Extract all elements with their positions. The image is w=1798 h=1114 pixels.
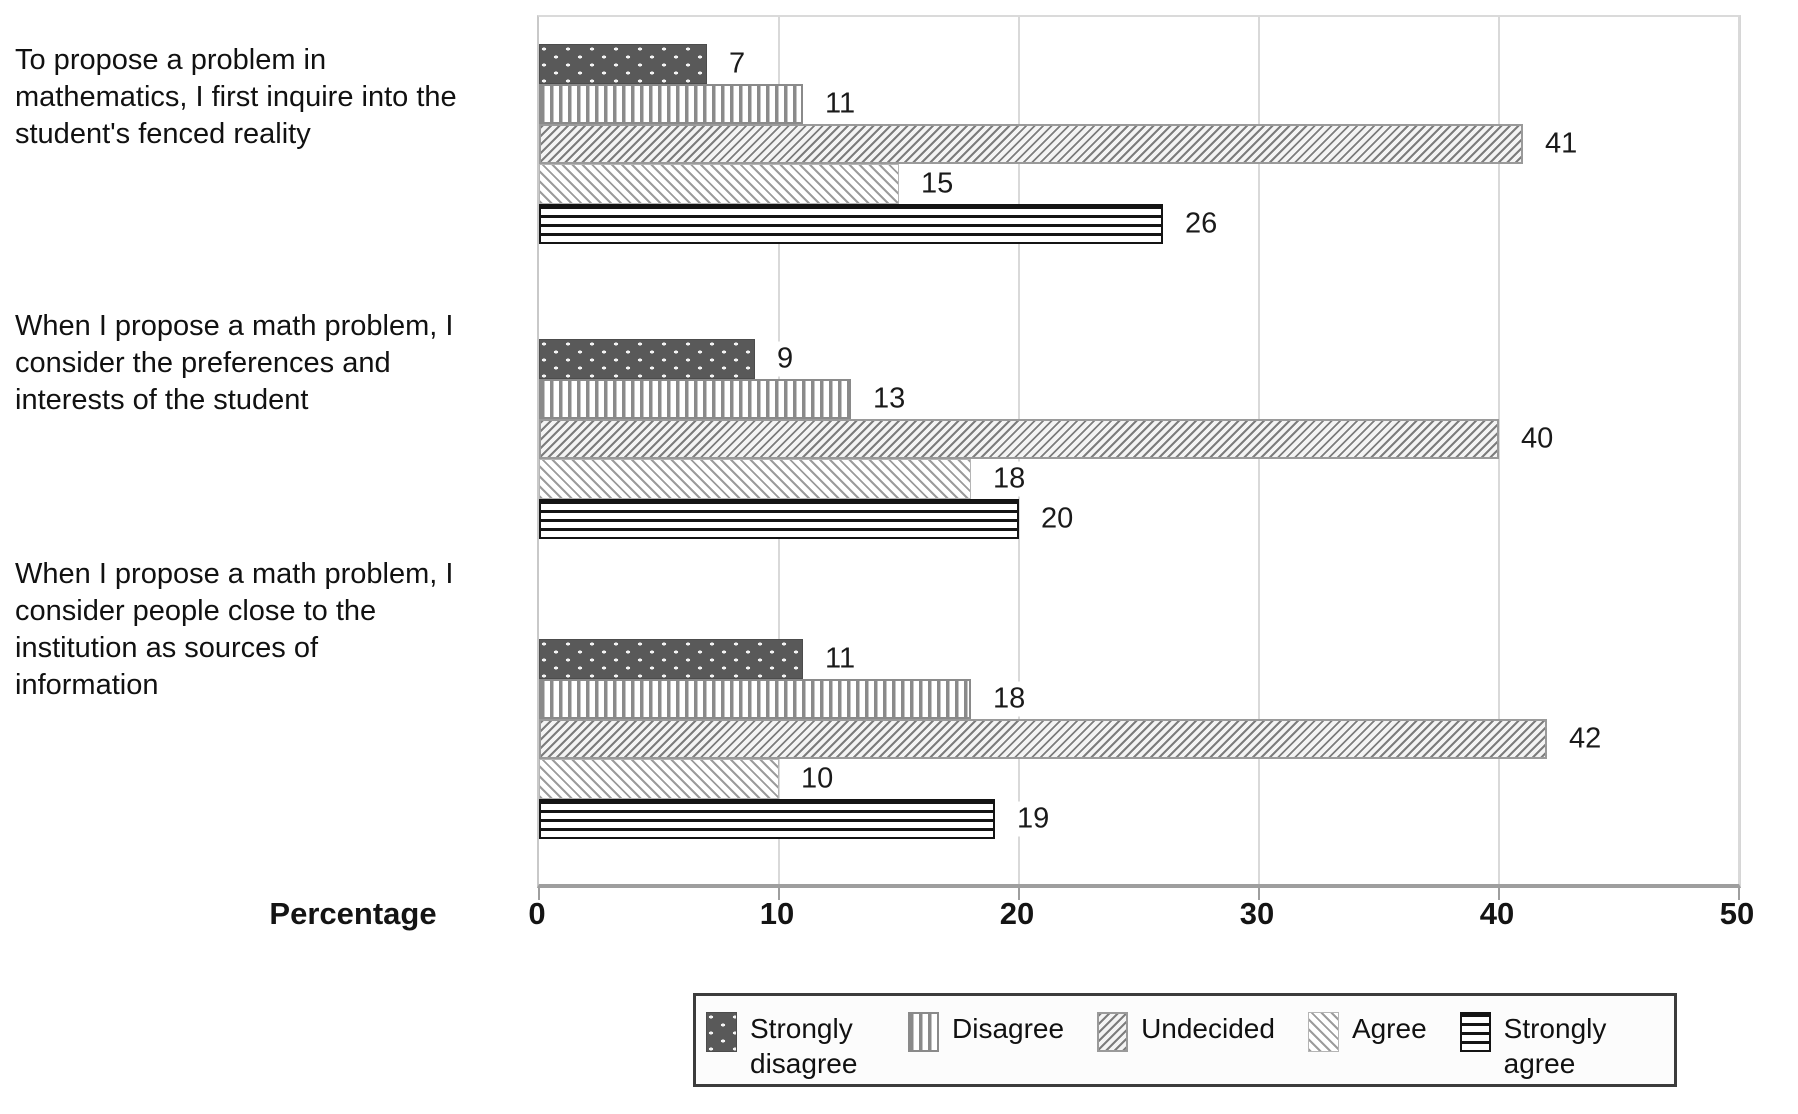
bar-row: 26: [539, 204, 1739, 244]
bar-agree: [539, 164, 899, 204]
bar-disagree: [539, 379, 851, 419]
x-axis-tick-label: 50: [1719, 896, 1755, 931]
value-label: 40: [1511, 421, 1564, 457]
plot-area: 7 11 41 15 26 9 13 40 18 20 11 18 42 10 19: [537, 15, 1741, 900]
legend-item-strongly-disagree: Strongly disagree: [706, 1011, 875, 1081]
legend-swatch-agree-icon: [1307, 1012, 1339, 1052]
bar-row: 15: [539, 164, 1739, 204]
legend-swatch-disagree-icon: [908, 1012, 939, 1052]
bar-row: 10: [539, 759, 1739, 799]
axis-tick-mark: [538, 888, 540, 900]
legend-item-disagree: Disagree: [908, 1011, 1064, 1052]
legend-item-strongly-agree: Strongly agree: [1459, 1011, 1629, 1081]
value-label: 15: [911, 166, 964, 202]
axis-tick-mark: [1738, 888, 1740, 900]
value-label: 7: [719, 46, 756, 82]
bar-row: 11: [539, 84, 1739, 124]
axis-tick-mark: [1258, 888, 1260, 900]
bar-row: 41: [539, 124, 1739, 164]
legend-label: Strongly agree: [1503, 1013, 1607, 1079]
x-axis-tick-label: 20: [999, 896, 1035, 931]
bar-row: 18: [539, 459, 1739, 499]
bar-group-2: 9 13 40 18 20: [539, 339, 1739, 539]
bar-disagree: [539, 84, 803, 124]
bar-row: 18: [539, 679, 1739, 719]
bar-row: 13: [539, 379, 1739, 419]
bar-group-3: 11 18 42 10 19: [539, 639, 1739, 839]
x-axis-tick-label: 0: [528, 896, 546, 931]
category-label-2: When I propose a math problem, I conside…: [15, 310, 454, 416]
legend: Strongly disagree Disagree Undecided Agr…: [693, 993, 1677, 1087]
value-label: 18: [983, 461, 1036, 497]
bar-row: 40: [539, 419, 1739, 459]
value-label: 20: [1031, 501, 1084, 537]
bar-strongly-agree: [539, 799, 995, 839]
value-label: 13: [863, 381, 916, 417]
bar-group-1: 7 11 41 15 26: [539, 44, 1739, 244]
bar-row: 19: [539, 799, 1739, 839]
value-label: 9: [767, 341, 804, 377]
value-label: 11: [815, 641, 866, 677]
legend-label: Undecided: [1141, 1013, 1275, 1044]
bar-row: 7: [539, 44, 1739, 84]
legend-label: Strongly disagree: [750, 1013, 858, 1079]
bar-row: 11: [539, 639, 1739, 679]
bar-row: 42: [539, 719, 1739, 759]
bar-undecided: [539, 719, 1547, 759]
category-label-3: When I propose a math problem, I conside…: [15, 558, 454, 701]
x-axis-tick-label: 10: [759, 896, 795, 931]
bar-undecided: [539, 419, 1499, 459]
legend-item-agree: Agree: [1307, 1011, 1427, 1052]
legend-swatch-strongly-disagree-icon: [706, 1012, 737, 1052]
category-label-1: To propose a problem in mathematics, I f…: [15, 44, 457, 150]
gridline-50: [1738, 17, 1740, 884]
bar-agree: [539, 759, 779, 799]
bar-strongly-agree: [539, 499, 1019, 539]
bar-strongly-disagree: [539, 44, 707, 84]
bar-strongly-agree: [539, 204, 1163, 244]
bar-undecided: [539, 124, 1523, 164]
x-axis-tick-label: 30: [1239, 896, 1275, 931]
bar-disagree: [539, 679, 971, 719]
bar-strongly-disagree: [539, 639, 803, 679]
legend-label: Agree: [1351, 1013, 1427, 1044]
value-label: 11: [815, 86, 866, 122]
value-label: 42: [1559, 721, 1612, 757]
legend-swatch-strongly-agree-icon: [1459, 1012, 1491, 1052]
bar-row: 20: [539, 499, 1739, 539]
value-label: 18: [983, 681, 1036, 717]
legend-item-undecided: Undecided: [1097, 1011, 1275, 1052]
x-axis-title: Percentage: [269, 896, 437, 931]
x-axis-tick-label: 40: [1479, 896, 1515, 931]
value-label: 10: [791, 761, 844, 797]
value-label: 26: [1175, 206, 1228, 242]
value-label: 41: [1535, 126, 1588, 162]
gridline-40: [1498, 17, 1500, 884]
legend-swatch-undecided-icon: [1097, 1012, 1129, 1052]
value-label: 19: [1007, 801, 1060, 837]
x-axis-tick-labels: 0 10 20 30 40 50: [528, 896, 1754, 938]
bar-agree: [539, 459, 971, 499]
legend-label: Disagree: [952, 1013, 1065, 1044]
axis-tick-mark: [1498, 888, 1500, 900]
axis-tick-mark: [1018, 888, 1020, 900]
bar-row: 9: [539, 339, 1739, 379]
axis-tick-mark: [778, 888, 780, 900]
bar-strongly-disagree: [539, 339, 755, 379]
